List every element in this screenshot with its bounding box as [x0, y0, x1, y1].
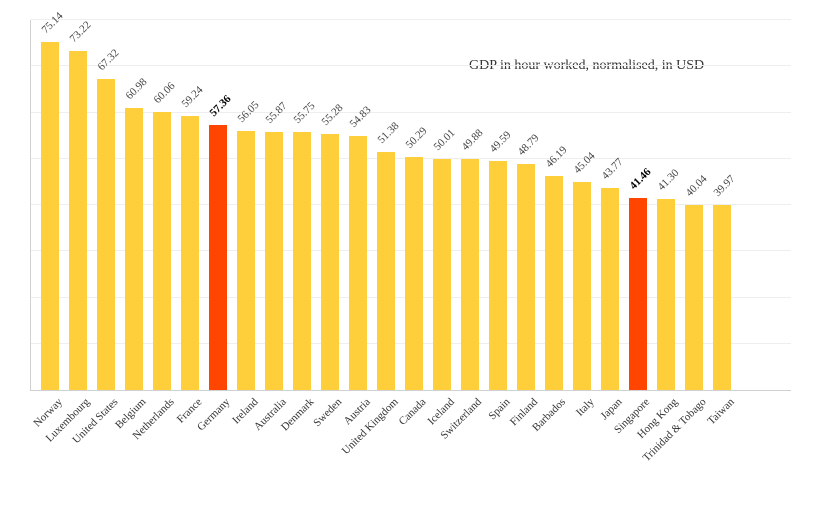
- gdp-bar-chart: GDP in hour worked, normalised, in USD 7…: [30, 20, 790, 500]
- bar: 39.97Taiwan: [713, 205, 731, 390]
- bar-value: 49.59: [488, 129, 514, 155]
- bar: 75.14Norway: [41, 42, 59, 390]
- bar: 57.36Germany: [209, 125, 227, 390]
- bar: 56.05Ireland: [237, 131, 255, 390]
- bar-value: 51.38: [376, 120, 402, 146]
- bar-value: 50.29: [404, 125, 430, 151]
- bar-value: 40.04: [684, 173, 710, 199]
- bar: 50.01Iceland: [433, 159, 451, 390]
- bar: 67.32United States: [97, 79, 115, 390]
- bar-value: 54.83: [348, 104, 374, 130]
- bar: 46.19Barbados: [545, 176, 563, 390]
- bar-value: 50.01: [432, 127, 458, 153]
- bar: 41.46Singapore: [629, 198, 647, 390]
- bar-value: 48.79: [516, 132, 542, 158]
- bar-value: 60.06: [152, 80, 178, 106]
- bar: 55.87Australia: [265, 132, 283, 390]
- bar-value: 43.77: [600, 156, 626, 182]
- bar: 49.59Spain: [489, 161, 507, 390]
- bar-value: 67.32: [96, 47, 122, 73]
- bar-category: Sweden: [311, 396, 344, 429]
- bar: 55.75Denmark: [293, 132, 311, 390]
- bar-value: 57.36: [208, 93, 234, 119]
- bar-value: 55.28: [320, 102, 346, 128]
- bar-value: 59.24: [180, 84, 206, 110]
- bar: 60.06Netherlands: [153, 112, 171, 390]
- bar-value: 55.87: [264, 100, 290, 126]
- bar-value: 41.46: [628, 166, 654, 192]
- bar: 59.24France: [181, 116, 199, 390]
- bar-category: Italy: [574, 396, 597, 419]
- bar-value: 49.88: [460, 127, 486, 153]
- bar-category: Taiwan: [705, 396, 736, 427]
- bar: 48.79Finland: [517, 164, 535, 390]
- bar-value: 73.22: [68, 19, 94, 45]
- bar: 40.04Trinidad & Tobago: [685, 205, 703, 390]
- bar: 50.29Canada: [405, 157, 423, 390]
- bar: 41.30Hong Kong: [657, 199, 675, 390]
- gridline: [31, 112, 791, 113]
- bar-value: 75.14: [40, 10, 66, 36]
- bar-value: 55.75: [292, 100, 318, 126]
- bar: 73.22Luxembourg: [69, 51, 87, 390]
- bar: 43.77Japan: [601, 188, 619, 390]
- bar-category: Canada: [397, 396, 429, 428]
- bar: 51.38United Kingdom: [377, 152, 395, 390]
- bar-value: 60.98: [124, 76, 150, 102]
- bar: 49.88Switzerland: [461, 159, 479, 390]
- bar: 60.98Belgium: [125, 108, 143, 390]
- bar: 55.28Sweden: [321, 134, 339, 390]
- bar: 54.83Austria: [349, 136, 367, 390]
- plot-area: GDP in hour worked, normalised, in USD 7…: [30, 20, 791, 391]
- bar: 45.04Italy: [573, 182, 591, 390]
- bar-value: 39.97: [712, 173, 738, 199]
- bar-value: 41.30: [656, 167, 682, 193]
- gridline: [31, 65, 791, 66]
- bar-value: 45.04: [572, 150, 598, 176]
- gridline: [31, 19, 791, 20]
